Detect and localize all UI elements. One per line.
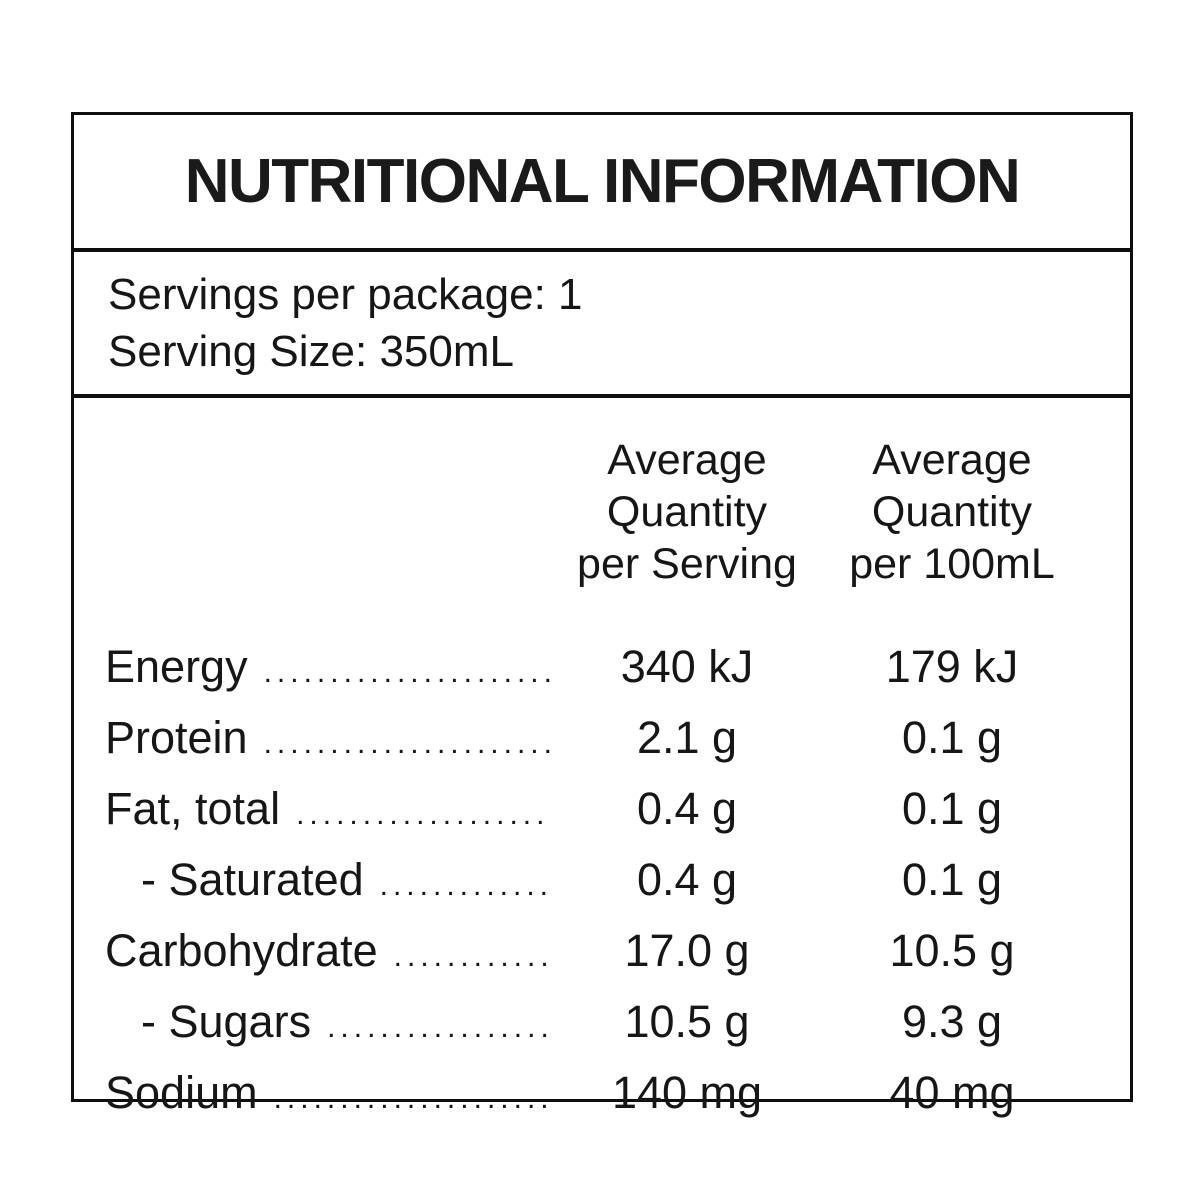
leader-dots (274, 1070, 550, 1115)
nutrient-name: Carbohydrate (105, 925, 378, 976)
value-per-serving: 17.0 g (624, 925, 750, 976)
nutrient-name: - Saturated (141, 854, 364, 905)
servings-per-package: Servings per package: 1 (108, 270, 583, 319)
value-per-serving: 140 mg (611, 1067, 763, 1118)
value-per-serving: 0.4 g (636, 783, 738, 834)
leader-dots (380, 857, 550, 902)
panel-title: NUTRITIONAL INFORMATION (184, 147, 1021, 216)
nutrient-name: Energy (105, 641, 248, 692)
table-row-sodium: Sodium 140 mg 40 mg (105, 1062, 1102, 1115)
value-per-100ml: 179 kJ (885, 641, 1019, 692)
value-per-serving: 10.5 g (624, 996, 750, 1047)
nutrient-name: Fat, total (105, 783, 281, 834)
value-per-100ml: 10.5 g (889, 925, 1015, 976)
value-per-serving: 2.1 g (636, 712, 738, 763)
nutrition-panel: NUTRITIONAL INFORMATION Servings per pac… (71, 112, 1133, 1115)
table-row-protein: Protein 2.1 g 0.1 g (105, 707, 1102, 760)
table-row-energy: Energy 340 kJ 179 kJ (105, 636, 1102, 689)
column-header-row: Average Quantity per Serving Average Qua… (105, 434, 1102, 590)
table-row-fat-total: Fat, total 0.4 g 0.1 g (105, 778, 1102, 831)
value-per-serving: 340 kJ (620, 641, 754, 692)
nutrient-name: - Sugars (141, 996, 312, 1047)
value-per-100ml: 0.1 g (901, 712, 1003, 763)
nutrient-name: Protein (105, 712, 248, 763)
leader-dots (296, 786, 550, 831)
nutrient-name: Sodium (105, 1067, 258, 1118)
leader-dots (264, 644, 550, 689)
column-header-per-serving: Average Quantity per Serving (577, 436, 797, 588)
table-row-saturated: - Saturated 0.4 g 0.1 g (105, 849, 1102, 902)
leader-dots (327, 999, 550, 1044)
title-section: NUTRITIONAL INFORMATION (74, 115, 1130, 252)
value-per-100ml: 0.1 g (901, 854, 1003, 905)
serving-section: Servings per package: 1 Serving Size: 35… (74, 252, 1130, 398)
value-per-100ml: 40 mg (889, 1067, 1015, 1118)
value-per-100ml: 0.1 g (901, 783, 1003, 834)
leader-dots (264, 715, 550, 760)
column-header-per-100ml: Average Quantity per 100mL (849, 436, 1055, 588)
value-per-serving: 0.4 g (636, 854, 738, 905)
serving-size: Serving Size: 350mL (108, 327, 514, 376)
leader-dots (394, 928, 550, 973)
value-per-100ml: 9.3 g (901, 996, 1003, 1047)
table-row-sugars: - Sugars 10.5 g 9.3 g (105, 991, 1102, 1044)
nutrient-table: Average Quantity per Serving Average Qua… (74, 398, 1130, 1133)
table-row-carbohydrate: Carbohydrate 17.0 g 10.5 g (105, 920, 1102, 973)
